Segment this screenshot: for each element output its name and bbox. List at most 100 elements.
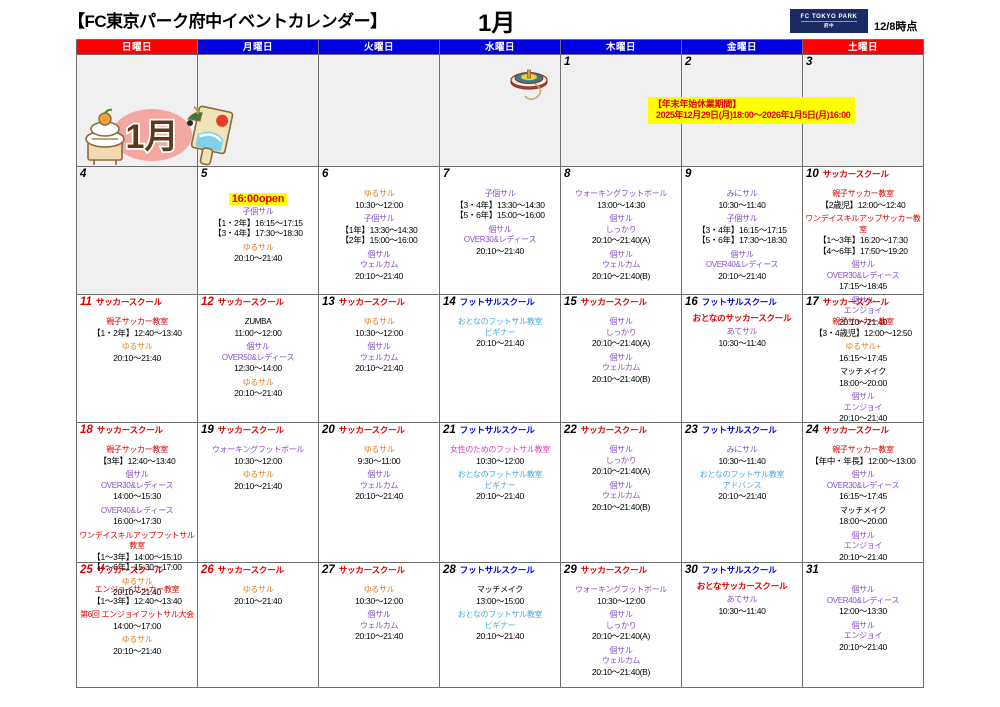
day-cell-21[interactable]: 21 フットサルスクール 女性のためのフットサル教室 10:30〜12:00 おとなのフ… — [440, 423, 561, 563]
day-header: 22 サッカースクール — [563, 424, 679, 442]
weekday-header-wd-4: 木曜日 — [561, 40, 682, 55]
event-time: 20:10〜21:40 — [476, 491, 524, 501]
day-events: 個サル OVER40&レディース 12:00〜13:30 個サル エンジョイ 20:10〜… — [805, 585, 921, 652]
day-number: 26 — [201, 564, 214, 576]
event-item: 個サル ウェルカム 20:10〜21:40 — [321, 250, 437, 282]
open-time-badge: 16:00open — [228, 193, 288, 205]
day-cell-17[interactable]: 17 サッカースクール 親子サッカー教室 【3・4歳児】12:00〜12:50 ゆるサル… — [803, 295, 924, 423]
event-title: 親子サッカー教室 — [106, 317, 168, 326]
day-number: 23 — [685, 424, 698, 436]
day-cell-27[interactable]: 27 サッカースクール ゆるサル 10:30〜12:00 個サル ウェルカム 20:10〜2… — [319, 563, 440, 688]
event-time: 10:30〜12:00 — [355, 327, 403, 338]
event-title: 個サル しっかり — [605, 317, 637, 337]
holiday-notice-period: 2025年12月29日(月)18:00〜2026年1月5日(月)16:00 — [656, 110, 851, 120]
event-title: 個サル OVER30&レディース — [826, 260, 900, 280]
school-badge-secondary: おとなのサッカースクール — [692, 313, 792, 323]
event-item: 個サル ウェルカム 20:10〜21:40(B) — [563, 250, 679, 282]
event-time: 18:00〜20:00 — [839, 377, 887, 388]
event-title: 個サル ウェルカム — [359, 249, 399, 270]
day-header: 28 フットサルスクール — [442, 564, 558, 582]
event-title: 個サル エンジョイ — [843, 530, 883, 551]
event-title: 個サル エンジョイ — [843, 295, 883, 316]
calendar-week-row: 1 2 【年末年始休業期間】 2025年12月29日(月)18:00〜2026年1月5… — [77, 55, 924, 167]
day-cell-7[interactable]: 7 子個サル 【3・4年】13:30〜14:30 【5・6年】15:00〜16:00 個… — [440, 167, 561, 295]
day-number: 19 — [201, 424, 214, 436]
day-cell-28[interactable]: 28 フットサルスクール マッチメイク 13:00〜15:00 おとなのフットサル教室ビ… — [440, 563, 561, 688]
day-cell-20[interactable]: 20 サッカースクール ゆるサル 9:30〜11:00 個サル ウェルカム 20:10〜21… — [319, 423, 440, 563]
day-cell-22[interactable]: 22 サッカースクール 個サル しっかり 20:10〜21:40(A) 個サル ウェルカム 2… — [561, 423, 682, 563]
event-title: 親子サッカー教室 — [832, 317, 894, 326]
event-item: 個サル OVER50&レディース 12:30〜14:00 — [200, 342, 316, 374]
day-cell-29[interactable]: 29 サッカースクール ウォーキングフットボール 10:30〜12:00 個サル しっかり… — [561, 563, 682, 688]
school-badge: サッカースクール — [338, 425, 405, 435]
day-cell-23[interactable]: 23 フットサルスクール みにサル 10:30〜11:40 おとなのフットサル教室 アドバ… — [682, 423, 803, 563]
event-time: 10:30〜12:00 — [355, 595, 403, 606]
event-time: 20:10〜21:40 — [234, 253, 282, 263]
event-item: おとなのフットサル教室 ビギナー 20:10〜21:40 — [442, 470, 558, 502]
event-time: 10:30〜11:40 — [718, 455, 766, 466]
event-time: 20:10〜21:40 — [476, 631, 524, 641]
day-events: おとなのフットサル教室 ビギナー 20:10〜21:40 — [442, 317, 558, 349]
event-title: 個サル OVER50&レディース — [221, 342, 295, 362]
event-title: 個サル しっかり — [605, 610, 637, 630]
event-item: ゆるサル 20:10〜21:40 — [79, 342, 195, 363]
event-time: 20:10〜21:40(B) — [591, 270, 651, 281]
day-cell-15[interactable]: 15 サッカースクール 個サル しっかり 20:10〜21:40(A) 個サル ウェルカム 2… — [561, 295, 682, 423]
event-time: 16:00〜17:30 — [113, 516, 161, 526]
school-badge: サッカースクール — [95, 297, 162, 307]
day-cell-31[interactable]: 31 個サル OVER40&レディース 12:00〜13:30 個サル エンジョイ 20:1… — [803, 563, 924, 688]
day-cell-26[interactable]: 26 サッカースクールゆるサル 20:10〜21:40 — [198, 563, 319, 688]
day-cell-14[interactable]: 14 フットサルスクールおとなのフットサル教室 ビギナー 20:10〜21:40 — [440, 295, 561, 423]
day-cell-30[interactable]: 30 フットサルスクール おとなサッカースクール あてサル 10:30〜11:40 — [682, 563, 803, 688]
day-cell-24[interactable]: 24 サッカースクール 親子サッカー教室 【年中・年長】12:00〜13:00 個サル O… — [803, 423, 924, 563]
event-title: ゆるサル — [121, 342, 153, 351]
event-item: ゆるサル 9:30〜11:00 — [321, 445, 437, 466]
event-item: マッチメイク 18:00〜20:00 — [805, 506, 921, 527]
event-time: 【4〜6年】17:50〜19:20 — [818, 245, 908, 256]
day-cell-10[interactable]: 10 サッカースクール 親子サッカー教室 【2歳児】12:00〜12:40 ワンデイスキ… — [803, 167, 924, 327]
page-title: 【FC東京パーク府中イベントカレンダー】 — [68, 12, 387, 31]
day-cell-9[interactable]: 9 みにサル 10:30〜11:40 子個サル 【3・4年】16:15〜17:15 【5・… — [682, 167, 803, 295]
school-badge: サッカースクール — [580, 297, 647, 307]
event-title: 個サル しっかり — [605, 445, 637, 465]
weekday-header-wd-3: 水曜日 — [440, 40, 561, 55]
day-header: 17 サッカースクール — [805, 296, 921, 314]
day-cell-8[interactable]: 8 ウォーキングフットボール 13:00〜14:30 個サル しっかり 20:10〜21:… — [561, 167, 682, 295]
day-number: 5 — [201, 168, 208, 180]
event-time: 【1〜3年】12:40〜13:40 — [92, 595, 182, 606]
calendar-week-row: 11 サッカースクール 親子サッカー教室 【1・2年】12:40〜13:40 ゆるサル 2… — [77, 295, 924, 423]
event-item: 個サル エンジョイ 20:10〜21:40 — [805, 392, 921, 424]
day-cell-18[interactable]: 18 サッカースクール 親子サッカー教室 【3年】12:40〜13:40 個サル OVER… — [77, 423, 198, 597]
day-cell-6[interactable]: 6 ゆるサル 10:30〜12:00 子個サル 【1年】13:30〜14:30 【2年】1… — [319, 167, 440, 295]
event-time: 【5・6年】17:30〜18:30 — [697, 235, 787, 245]
day-cell-13[interactable]: 13 サッカースクール ゆるサル 10:30〜12:00 個サル ウェルカム 20:10〜2… — [319, 295, 440, 423]
event-time: 20:10〜21:40 — [476, 338, 524, 348]
day-header: 11 サッカースクール — [79, 296, 195, 314]
day-cell-25[interactable]: 25 サッカースクール エンジョイサッカー教室 【1〜3年】12:40〜13:40 第6… — [77, 563, 198, 688]
day-cell-12[interactable]: 12 サッカースクール ZUMBA 11:00〜12:00 個サル OVER50&レディー… — [198, 295, 319, 423]
day-number: 31 — [806, 564, 819, 576]
event-time: 【1・2年】12:40〜13:40 — [92, 327, 182, 338]
event-item: ゆるサル 10:30〜12:00 — [321, 317, 437, 338]
day-cell-19[interactable]: 19 サッカースクール ウォーキングフットボール 10:30〜12:00 ゆるサル 20:… — [198, 423, 319, 563]
event-item: 個サル しっかり 20:10〜21:40(A) — [563, 214, 679, 246]
event-time: 10:30〜12:00 — [597, 595, 645, 606]
day-header: 5 — [200, 168, 316, 186]
fc-tokyo-park-logo: FC TOKYO PARK 府中 — [790, 9, 868, 33]
event-time: 14:00〜15:30 — [113, 491, 161, 501]
event-item: ゆるサル 20:10〜21:40 — [200, 585, 316, 606]
event-title: みにサル — [726, 445, 758, 454]
school-badge: サッカースクール — [580, 565, 647, 575]
day-events: ウォーキングフットボール 10:30〜12:00 ゆるサル 20:10〜21:40 — [200, 445, 316, 491]
day-cell-16[interactable]: 16 フットサルスクール おとなのサッカースクール あてサル 10:30〜11:40 — [682, 295, 803, 423]
day-cell-5[interactable]: 5 16:00open 子個サル 【1・2年】16:15〜17:15 【3・4年】17:… — [198, 167, 319, 295]
day-events: ゆるサル 10:30〜12:00 子個サル 【1年】13:30〜14:30 【2年】15… — [321, 189, 437, 281]
day-cell-2[interactable]: 2 【年末年始休業期間】 2025年12月29日(月)18:00〜2026年1月5日… — [648, 55, 856, 167]
event-item: 第6回 エンジョイフットサル大会 14:00〜17:00 — [79, 610, 195, 631]
event-title: あてサル — [726, 595, 758, 604]
day-cell-11[interactable]: 11 サッカースクール親子サッカー教室 【1・2年】12:40〜13:40 ゆるサル 2… — [77, 295, 198, 423]
day-header: 14 フットサルスクール — [442, 296, 558, 314]
day-cell-4[interactable]: 4 — [77, 167, 198, 295]
school-badge: サッカースクール — [217, 565, 284, 575]
event-item: ゆるサル 10:30〜12:00 — [321, 189, 437, 210]
